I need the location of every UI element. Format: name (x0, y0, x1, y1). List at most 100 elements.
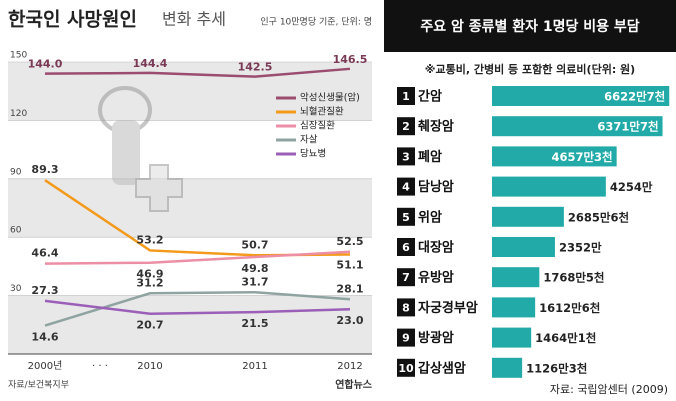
category-label: 담낭암 (418, 179, 454, 195)
y-tick-label: 60 (10, 226, 22, 236)
data-label: 144.0 (28, 58, 63, 71)
source: 자료: 국립암센터 (2009) (550, 383, 668, 396)
data-label: 21.5 (241, 317, 268, 330)
data-label: 1464만1천 (535, 331, 596, 345)
data-label: 23.0 (336, 314, 363, 327)
bar (492, 176, 606, 197)
rank-box (397, 238, 415, 256)
y-tick-label: 150 (10, 51, 27, 61)
rank: 2 (402, 120, 410, 133)
rank: 4 (402, 181, 410, 194)
rank: 3 (402, 150, 410, 163)
data-label: 89.3 (31, 163, 58, 176)
series-line (44, 299, 351, 315)
rank: 9 (402, 332, 410, 345)
unit-note: 인구 10만명당 기준, 단위: 명 (260, 17, 372, 28)
data-label: 1768만5천 (543, 271, 604, 285)
x-gap-label: · · · (92, 361, 108, 372)
data-label: 142.5 (238, 61, 273, 74)
legend-label: 심장질환 (300, 120, 335, 132)
rank-box (397, 268, 415, 287)
source: 자료/보건복지부 (8, 380, 69, 391)
bar (492, 297, 536, 318)
legend-label: 악성신생물(암) (300, 92, 360, 104)
rank-box (397, 298, 415, 317)
x-tick-label: 2010 (137, 361, 162, 372)
rank: 8 (402, 301, 410, 314)
rank-box (397, 147, 415, 166)
x-tick-label: 2012 (337, 361, 362, 372)
rank-box (397, 207, 415, 226)
rank-box (397, 328, 415, 347)
data-label: 1612만6천 (539, 301, 600, 315)
bar (492, 206, 564, 227)
x-tick-label: 2000년 (28, 360, 63, 372)
y-tick-label: 90 (10, 167, 22, 177)
series-line (44, 67, 351, 78)
x-tick-label: 2011 (242, 361, 267, 372)
data-label: 1126만3천 (526, 361, 587, 375)
legend-label: 뇌혈관질환 (300, 106, 344, 118)
rank: 1 (402, 90, 410, 103)
category-label: 췌장암 (418, 119, 454, 135)
chart-title: 주요 암 종류별 환자 1명당 비용 부담 (420, 18, 639, 35)
rank-box (397, 117, 415, 136)
bar (492, 146, 617, 167)
category-label: 방광암 (418, 330, 454, 346)
category-label: 자궁경부암 (418, 300, 478, 316)
data-label: 20.7 (136, 319, 163, 332)
category-label: 갑상샘암 (418, 360, 466, 376)
hospital-icon (98, 86, 183, 212)
data-label: 146.5 (333, 53, 368, 66)
bar (492, 237, 555, 257)
data-label: 51.1 (336, 259, 363, 272)
chart-title: 한국인 사망원인 (8, 9, 137, 31)
data-label: 2352만 (559, 241, 602, 255)
data-label: 49.8 (241, 262, 268, 275)
data-label: 6371만7천 (597, 120, 658, 134)
y-tick-label: 30 (10, 284, 22, 294)
category-label: 간암 (418, 89, 442, 105)
rank: 6 (402, 241, 410, 254)
bar (492, 267, 540, 288)
right-header (384, 0, 676, 52)
credit: 연합뉴스 (335, 378, 372, 391)
data-label: 6622만7천 (604, 90, 665, 104)
y-tick-label: 120 (10, 109, 27, 119)
category-label: 유방암 (418, 270, 454, 286)
rank: 5 (402, 211, 410, 224)
bar (492, 116, 663, 137)
rank-box (397, 358, 415, 377)
bar (492, 327, 532, 348)
legend-label: 당뇨병 (300, 149, 326, 160)
rank: 7 (402, 271, 410, 284)
grid-band (8, 295, 372, 354)
bar (492, 357, 523, 378)
category-label: 위암 (418, 209, 442, 225)
data-label: 46.9 (136, 268, 163, 281)
data-label: 46.4 (31, 247, 58, 260)
category-label: 대장암 (418, 240, 454, 256)
data-label: 144.4 (133, 57, 168, 70)
data-label: 28.1 (336, 282, 363, 295)
data-label: 4254만 (610, 180, 653, 194)
grid-band (8, 178, 372, 238)
data-label: 31.7 (241, 275, 268, 288)
data-label: 2685만6천 (568, 210, 629, 224)
chart-subtitle: 변화 추세 (162, 10, 226, 29)
series-line (44, 250, 351, 265)
legend-label: 자살 (300, 135, 318, 146)
data-label: 31.2 (136, 276, 163, 289)
data-label: 53.2 (136, 233, 163, 246)
rank-box (397, 87, 415, 105)
rank: 10 (398, 362, 414, 375)
series-line (44, 291, 351, 327)
data-label: 52.5 (336, 235, 363, 248)
bar (492, 86, 670, 106)
data-label: 50.7 (241, 238, 268, 251)
category-label: 폐암 (418, 149, 442, 165)
data-label: 14.6 (31, 331, 58, 344)
data-label: 27.3 (31, 284, 58, 297)
rank-box (397, 177, 415, 196)
